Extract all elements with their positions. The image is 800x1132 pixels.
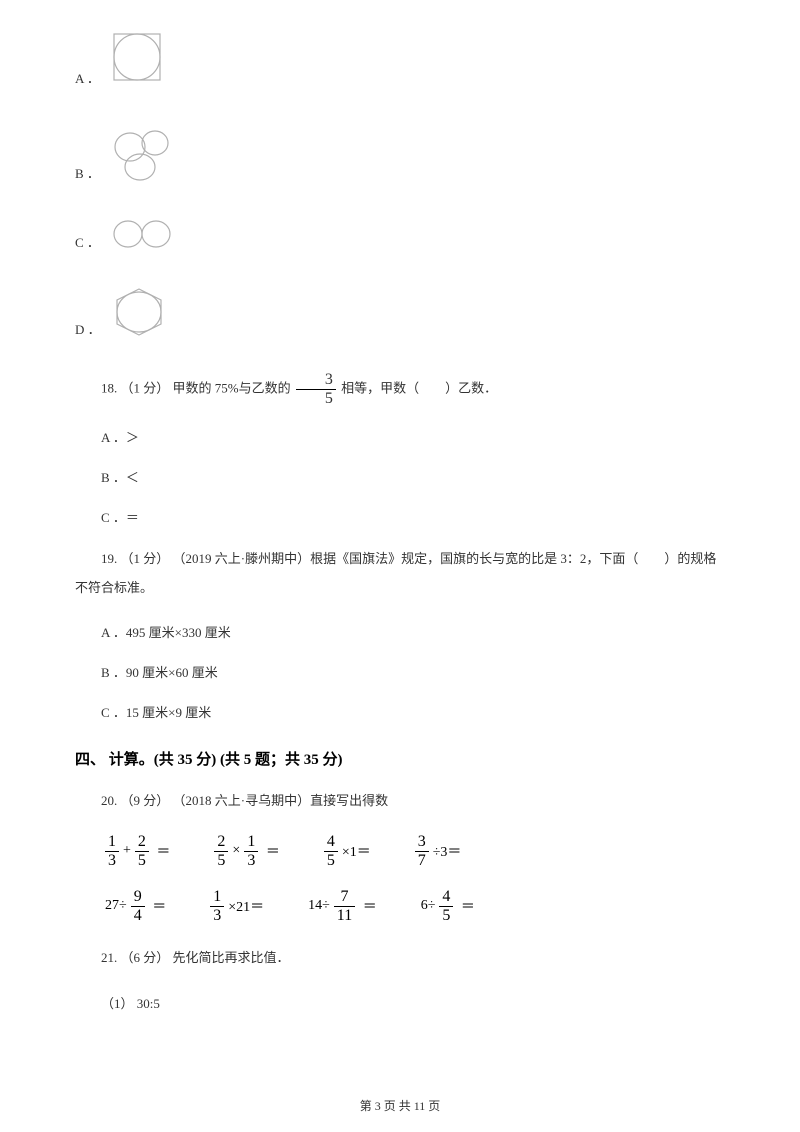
option-c-figure (108, 216, 178, 257)
q21-stem: 21. （6 分） 先化简比再求比值． (75, 944, 725, 973)
page-footer: 第 3 页 共 11 页 (0, 1097, 800, 1114)
eq1-3: 45 ×1＝ (322, 834, 373, 869)
q20-stem: 20. （9 分） （2018 六上·寻乌期中）直接写出得数 (75, 787, 725, 816)
q19-opt-c: C ．15 厘米×9 厘米 (75, 700, 725, 726)
q21-sub1: （1） 30:5 (75, 990, 725, 1019)
q19-stem: 19. （1 分） （2019 六上·滕州期中）根据《国旗法》规定，国旗的长与宽… (75, 545, 725, 602)
q18-after: 相等，甲数（ ）乙数． (341, 380, 497, 395)
option-b-figure (108, 121, 178, 188)
eq2-4: 6÷ 45 ＝ (419, 889, 477, 924)
q18-frac-den: 5 (296, 390, 336, 407)
eq1-1: 13 + 25 ＝ (103, 834, 172, 869)
eq2-1: 27÷ 94 ＝ (103, 889, 168, 924)
q18-frac-num: 3 (296, 372, 336, 390)
option-c-label: C ． (75, 232, 100, 251)
option-a-figure (108, 30, 166, 93)
eq2-3: 14÷ 711 ＝ (306, 889, 379, 924)
eq1-2: 25 × 13 ＝ (212, 834, 281, 869)
q18-opt-a: A ．＞ (75, 425, 725, 451)
option-a-label: A ． (75, 68, 100, 87)
option-b-label: B ． (75, 163, 100, 182)
option-d-label: D ． (75, 319, 101, 338)
eq1-4: 37 ÷3＝ (413, 834, 464, 869)
option-c-row: C ． (75, 216, 725, 257)
eq2-2: 13 ×21＝ (208, 889, 266, 924)
q19-opt-a: A ．495 厘米×330 厘米 (75, 620, 725, 646)
q18-before: 18. （1 分） 甲数的 75%与乙数的 (101, 380, 294, 395)
eq-row-1: 13 + 25 ＝ 25 × 13 ＝ 45 ×1＝ 37 ÷3＝ (75, 834, 725, 869)
option-d-row: D ． (75, 285, 725, 344)
option-b-row: B ． (75, 121, 725, 188)
eq-row-2: 27÷ 94 ＝ 13 ×21＝ 14÷ 711 ＝ 6÷ 45 ＝ (75, 889, 725, 924)
section-4-title: 四、 计算。(共 35 分) (共 5 题；共 35 分) (75, 748, 725, 769)
q18-stem: 18. （1 分） 甲数的 75%与乙数的 3 5 相等，甲数（ ）乙数． (75, 372, 725, 407)
q19-opt-b: B ．90 厘米×60 厘米 (75, 660, 725, 686)
q18-opt-c: C ．＝ (75, 505, 725, 531)
q18-opt-b: B ．＜ (75, 465, 725, 491)
option-a-row: A ． (75, 30, 725, 93)
option-d-figure (109, 285, 169, 344)
q18-fraction: 3 5 (296, 372, 336, 407)
